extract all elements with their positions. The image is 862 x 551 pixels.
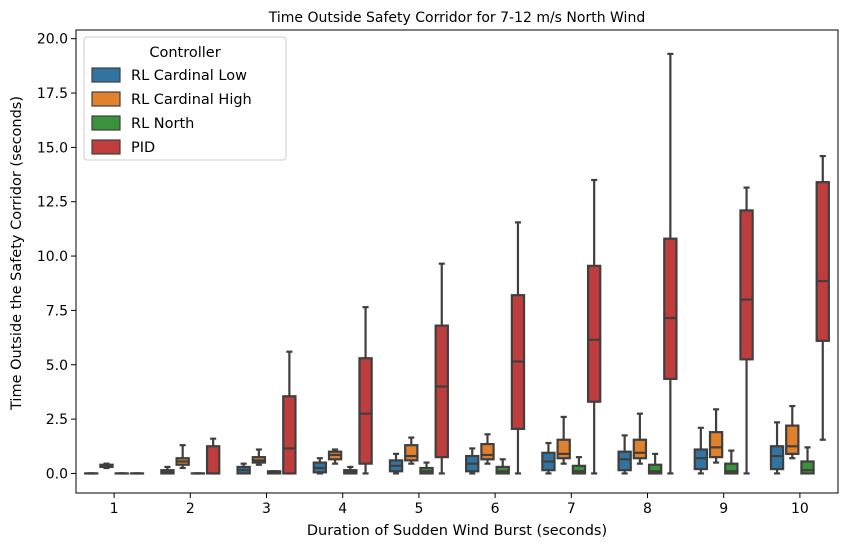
box-iqr [740,210,752,359]
x-tick-label: 2 [186,501,195,517]
legend-swatch [92,68,120,82]
legend-label: RL Cardinal High [131,92,252,108]
legend-swatch [92,116,120,130]
box-iqr [801,461,813,473]
legend: Controller RL Cardinal Low RL Cardinal Hig… [84,37,286,160]
box-iqr [558,440,570,458]
y-tick-label: 12.5 [37,195,68,211]
legend-swatch [92,140,120,154]
x-tick-label: 5 [414,501,423,517]
box-iqr [283,396,295,473]
box-5 [436,264,448,474]
box-5 [405,438,417,464]
box-iqr [588,266,600,402]
box-3 [268,471,280,473]
box-8 [634,414,646,464]
y-tick-label: 2.5 [46,412,68,428]
box-iqr [634,440,646,458]
box-iqr [771,446,783,469]
x-axis-label: Duration of Sudden Wind Burst (seconds) [307,523,607,539]
box-4 [359,307,371,473]
box-7 [573,457,585,473]
box-4 [329,450,341,464]
x-tick-label: 6 [491,501,500,517]
box-3 [238,464,250,474]
box-1 [100,464,112,468]
y-tick-label: 0.0 [46,466,68,482]
x-tick-label: 9 [719,501,728,517]
box-iqr [664,239,676,379]
box-9 [710,409,722,462]
box-iqr [786,426,798,454]
box-10 [817,156,829,440]
box-6 [466,448,478,473]
box-3 [283,352,295,474]
y-tick-label: 15.0 [37,140,68,156]
legend-label: PID [131,140,155,156]
box-iqr [710,432,722,457]
box-3 [253,450,265,465]
box-4 [314,458,326,473]
box-iqr [405,445,417,460]
y-axis-label: Time Outside the Safety Corridor (second… [9,96,25,411]
legend-label: RL Cardinal Low [131,68,247,84]
x-tick-label: 7 [567,501,576,517]
box-10 [786,406,798,458]
legend-swatch [92,92,120,106]
box-7 [588,180,600,473]
y-tick-label: 17.5 [37,86,68,102]
box-iqr [619,452,631,470]
box-iqr [481,444,493,459]
box-6 [512,222,524,473]
box-9 [740,188,752,474]
box-9 [725,451,737,474]
legend-label: RL North [131,116,194,132]
box-6 [497,459,509,473]
box-5 [390,454,402,474]
box-7 [542,443,554,473]
box-7 [558,417,570,464]
box-10 [801,447,813,473]
box-2 [207,439,219,474]
box-8 [649,454,661,474]
box-iqr [207,446,219,473]
box-iqr [359,358,371,463]
box-iqr [817,182,829,341]
x-tick-label: 4 [338,501,347,517]
box-4 [344,467,356,474]
y-tick-label: 7.5 [46,303,68,319]
chart-title: Time Outside Safety Corridor for 7-12 m/… [268,10,645,26]
box-8 [664,54,676,474]
y-tick-label: 5.0 [46,358,68,374]
y-tick-label: 10.0 [37,249,68,265]
box-6 [481,434,493,463]
legend-title: Controller [149,45,220,61]
x-tick-label: 8 [643,501,652,517]
x-tick-label: 3 [262,501,271,517]
x-tick-label: 10 [791,501,809,517]
box-iqr [436,326,448,458]
box-2 [177,445,189,468]
box-2 [161,467,173,474]
box-10 [771,422,783,473]
y-tick-label: 20.0 [37,32,68,48]
box-8 [619,435,631,473]
box-9 [695,428,707,474]
x-tick-label: 1 [110,501,119,517]
box-5 [420,463,432,474]
